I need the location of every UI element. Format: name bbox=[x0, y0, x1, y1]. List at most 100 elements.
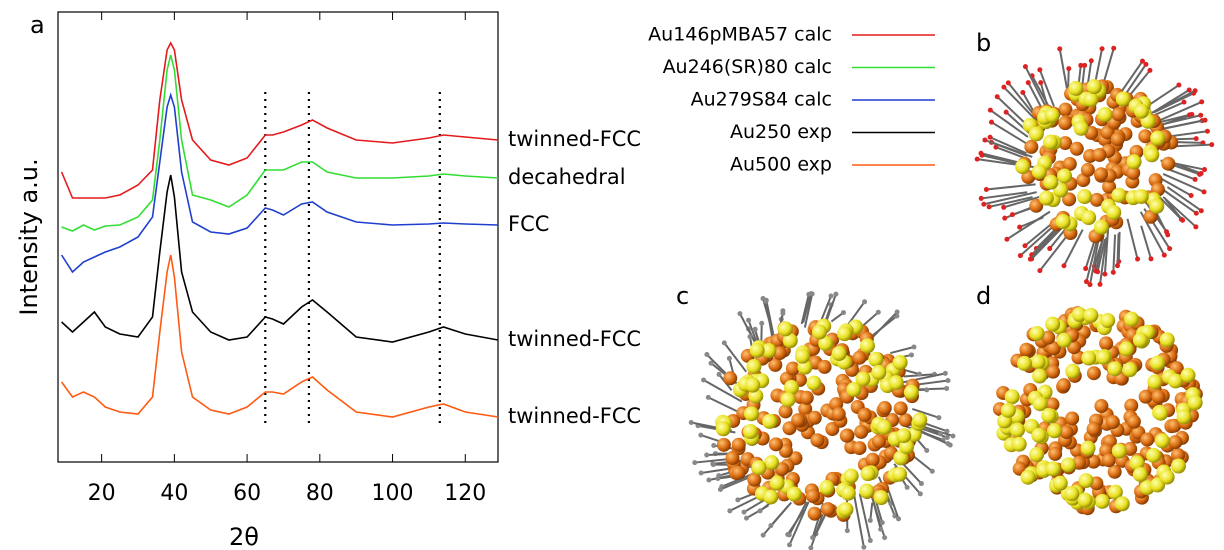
ligand-atom bbox=[1005, 80, 1011, 86]
ligand-atom bbox=[1197, 171, 1203, 177]
sulfur-atom bbox=[715, 421, 731, 437]
ligand-bond bbox=[1039, 82, 1048, 106]
ligand-atom bbox=[896, 516, 902, 522]
ligand-atom bbox=[1164, 229, 1170, 235]
ligand-bond bbox=[1096, 238, 1107, 272]
ligand-atom bbox=[894, 309, 900, 315]
ligand-atom bbox=[867, 538, 873, 544]
sulfur-atom bbox=[1047, 423, 1063, 439]
ligand-bond bbox=[989, 136, 1027, 155]
gold-atom bbox=[1161, 156, 1176, 171]
gold-atom bbox=[1168, 435, 1183, 450]
gold-atom bbox=[774, 462, 789, 477]
ligand-atom bbox=[1047, 246, 1053, 252]
gold-atom bbox=[1086, 422, 1101, 437]
ligand-atom bbox=[986, 204, 992, 210]
legend-label: Au279S84 calc bbox=[691, 89, 832, 111]
gold-atom bbox=[1046, 364, 1061, 379]
sulfur-atom bbox=[1077, 492, 1093, 508]
sulfur-atom bbox=[1043, 174, 1059, 190]
ligand-atom bbox=[786, 532, 792, 538]
sulfur-atom bbox=[1004, 389, 1020, 405]
gold-atom bbox=[854, 424, 869, 439]
ligand-atom bbox=[717, 487, 723, 493]
ligand-bond bbox=[723, 342, 747, 373]
sulfur-atom bbox=[1147, 374, 1163, 390]
ligand-atom bbox=[716, 371, 722, 377]
ligand-atom bbox=[743, 515, 749, 521]
sulfur-atom bbox=[888, 375, 904, 391]
panel-label: a bbox=[30, 11, 45, 39]
ligand-atom bbox=[1038, 80, 1044, 86]
gold-atom bbox=[1029, 198, 1044, 213]
ligand-bond bbox=[1099, 237, 1108, 285]
legend-label: Au246(SR)80 calc bbox=[663, 56, 832, 78]
sulfur-atom bbox=[794, 348, 810, 364]
sulfur-atom bbox=[1029, 447, 1045, 463]
sulfur-atom bbox=[892, 466, 908, 482]
sulfur-atom bbox=[903, 384, 919, 400]
sulfur-atom bbox=[1107, 484, 1123, 500]
sulfur-atom bbox=[780, 392, 796, 408]
gold-atom bbox=[791, 413, 806, 428]
ligand-bond bbox=[1158, 113, 1190, 124]
ligand-atom bbox=[1193, 210, 1199, 216]
ligand-atom bbox=[1161, 252, 1167, 258]
ligand-atom bbox=[1022, 64, 1028, 70]
gold-atom bbox=[1086, 366, 1101, 381]
panel-label: b bbox=[976, 29, 991, 57]
plot-frame bbox=[57, 11, 499, 463]
ligand-atom bbox=[994, 94, 1000, 100]
ligand-atom bbox=[780, 310, 786, 316]
sulfur-atom bbox=[1132, 466, 1148, 482]
ligand-bond bbox=[1116, 233, 1120, 266]
ligand-atom bbox=[1202, 117, 1208, 123]
sulfur-atom bbox=[1060, 457, 1076, 473]
gold-atom bbox=[1094, 399, 1109, 414]
ligand-atom bbox=[1009, 212, 1015, 218]
gold-atom bbox=[1105, 415, 1120, 430]
gold-atom bbox=[865, 452, 880, 467]
gold-atom bbox=[1167, 418, 1182, 433]
ligand-atom bbox=[1088, 58, 1094, 64]
ligand-atom bbox=[1167, 246, 1173, 252]
gold-atom bbox=[893, 401, 908, 416]
sulfur-atom bbox=[871, 364, 887, 380]
ligand-atom bbox=[1002, 215, 1008, 221]
ligand-atom bbox=[879, 520, 885, 526]
gold-atom bbox=[1092, 147, 1107, 162]
ligand-atom bbox=[840, 310, 846, 316]
sulfur-atom bbox=[1038, 190, 1054, 206]
gold-atom bbox=[1102, 179, 1117, 194]
gold-atom bbox=[1058, 116, 1073, 131]
sulfur-atom bbox=[1011, 436, 1027, 452]
ligand-atom bbox=[937, 431, 943, 437]
gold-atom bbox=[731, 437, 746, 452]
sulfur-atom bbox=[1149, 198, 1165, 214]
ligand-atom bbox=[944, 385, 950, 391]
sulfur-atom bbox=[1111, 443, 1127, 459]
ligand-atom bbox=[882, 535, 888, 541]
ligand-atom bbox=[1139, 58, 1145, 64]
sulfur-atom bbox=[783, 379, 799, 395]
ligand-atom bbox=[711, 442, 717, 448]
sulfur-atom bbox=[1077, 189, 1093, 205]
ligand-bond bbox=[1152, 89, 1196, 114]
sulfur-atom bbox=[806, 375, 822, 391]
gold-atom bbox=[725, 451, 740, 466]
ligand-atom bbox=[808, 291, 814, 297]
sulfur-atom bbox=[1176, 409, 1192, 425]
sulfur-atom bbox=[1045, 316, 1061, 332]
sulfur-atom bbox=[751, 460, 767, 476]
ligand-atom bbox=[1027, 256, 1033, 262]
ligand-atom bbox=[1037, 67, 1043, 73]
ligand-bond bbox=[911, 407, 940, 419]
ligand-atom bbox=[1025, 80, 1031, 86]
gold-atom bbox=[1100, 125, 1115, 140]
sulfur-atom bbox=[1030, 354, 1046, 370]
gold-atom bbox=[1111, 107, 1126, 122]
sulfur-atom bbox=[1124, 311, 1140, 327]
ligand-atom bbox=[1001, 84, 1007, 90]
ligand-atom bbox=[710, 462, 716, 468]
curve-label: twinned-FCC bbox=[508, 404, 641, 428]
